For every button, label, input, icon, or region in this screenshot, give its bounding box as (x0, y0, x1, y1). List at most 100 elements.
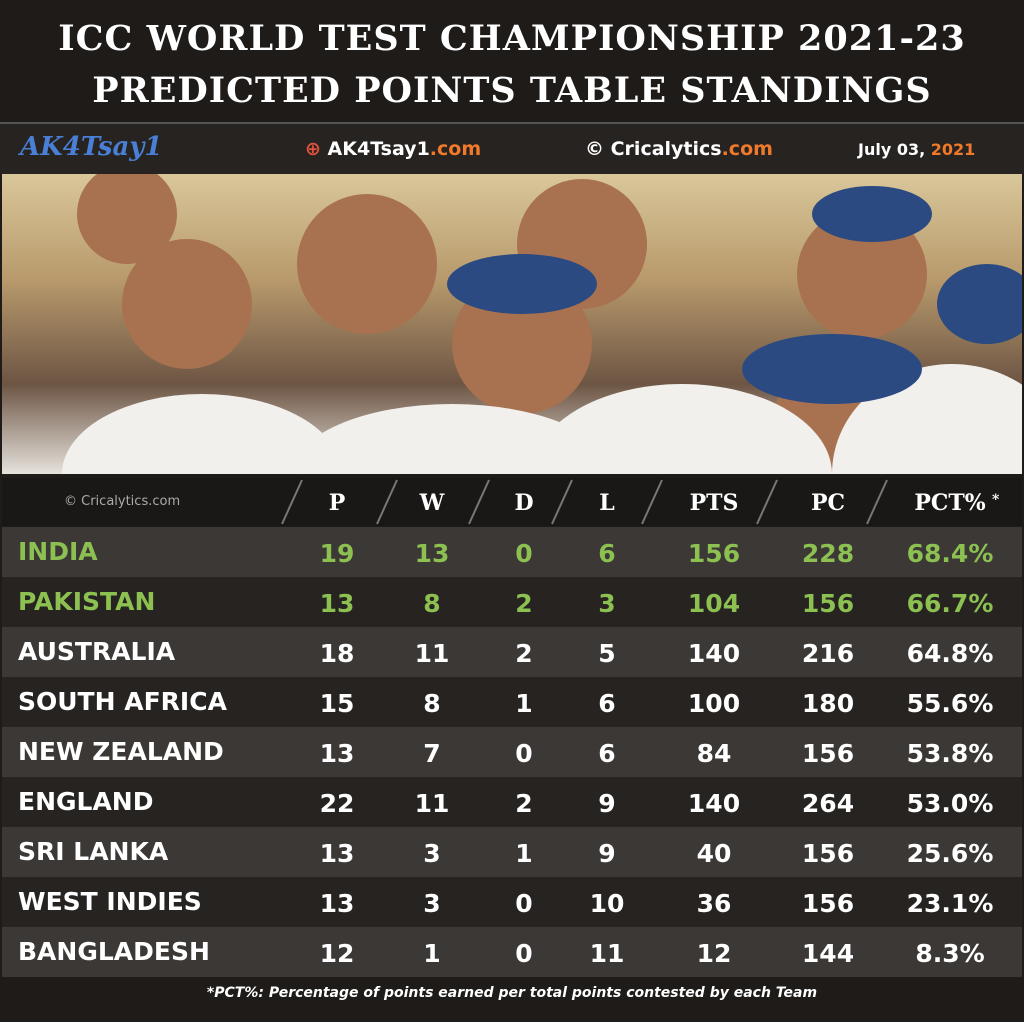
table-cell: 8.3% (915, 939, 985, 968)
table-cell: 1 (515, 689, 533, 718)
table-cell: 15 (319, 689, 355, 718)
table-row: SOUTH AFRICA 15 8 1 6 100 180 55.6% (2, 677, 1022, 727)
table-cell: 68.4% (906, 539, 994, 568)
team-name: BANGLADESH (18, 937, 210, 966)
column-header: W (419, 490, 445, 516)
credit-name: © Cricalytics (585, 138, 722, 160)
team-name: NEW ZEALAND (18, 737, 224, 766)
table-cell: 156 (801, 889, 855, 918)
table-cell: 53.0% (906, 789, 994, 818)
table-cell: 9 (598, 839, 616, 868)
team-name: AUSTRALIA (18, 637, 176, 666)
table-row: PAKISTAN 13 8 2 3 104 156 66.7% (2, 577, 1022, 627)
table-cell: 13 (319, 739, 355, 768)
table-cell: 156 (801, 589, 855, 618)
table-cell: 19 (319, 539, 355, 568)
table-cell: 0 (515, 739, 533, 768)
table-cell: 11 (589, 939, 625, 968)
column-header: PCT% (914, 490, 986, 516)
team-name: WEST INDIES (18, 887, 202, 916)
table-cell: 156 (801, 739, 855, 768)
table-cell: 10 (589, 889, 625, 918)
header-dividers (281, 479, 888, 525)
column-footnote-mark: * (992, 492, 1000, 508)
title: ICC WORLD TEST CHAMPIONSHIP 2021-23 (58, 18, 966, 59)
date-year: 2021 (930, 140, 976, 159)
credit-tld: .com (721, 138, 773, 160)
table-cell: 12 (319, 939, 355, 968)
credit: © Cricalytics.com (585, 138, 773, 160)
table-cell: 11 (414, 639, 450, 668)
table-cell: 8 (423, 689, 441, 718)
table-cell: 12 (696, 939, 732, 968)
table-cell: 216 (801, 639, 855, 668)
table-cell: 1 (515, 839, 533, 868)
table-cell: 55.6% (906, 689, 994, 718)
table-cell: 3 (423, 889, 441, 918)
table-cell: 100 (687, 689, 741, 718)
table-cell: 6 (598, 539, 616, 568)
table-cell: 13 (319, 889, 355, 918)
column-header: PTS (689, 490, 739, 516)
date: July 03, 2021 (858, 140, 975, 159)
table-row: SRI LANKA 13 3 1 9 40 156 25.6% (2, 827, 1022, 877)
logo: AK4Tsay1 (20, 132, 163, 162)
title: PREDICTED POINTS TABLE STANDINGS (92, 70, 932, 111)
table-cell: 3 (423, 839, 441, 868)
table-cell: 7 (423, 739, 441, 768)
table-row: INDIA 19 13 0 6 156 228 68.4% (2, 527, 1022, 577)
table-cell: 13 (414, 539, 450, 568)
footnote: *PCT%: Percentage of points earned per t… (206, 985, 818, 1001)
column-header: D (514, 490, 534, 516)
team-photo (2, 174, 1022, 474)
photo-illustration (62, 174, 1022, 474)
team-name: PAKISTAN (18, 587, 156, 616)
table-cell: 1 (423, 939, 441, 968)
table-cell: 8 (423, 589, 441, 618)
table-cell: 13 (319, 839, 355, 868)
table-cell: 11 (414, 789, 450, 818)
table-row: ENGLAND 22 11 2 9 140 264 53.0% (2, 777, 1022, 827)
table-cell: 18 (319, 639, 355, 668)
brand-bar: AK4Tsay1 ⊕ AK4Tsay1.com © Cricalytics.co… (0, 122, 1024, 174)
table-row: AUSTRALIA 18 11 2 5 140 216 64.8% (2, 627, 1022, 677)
table-cell: 25.6% (906, 839, 994, 868)
table-cell: 140 (687, 639, 741, 668)
column-header: P (328, 490, 346, 516)
table-cell: 22 (319, 789, 355, 818)
table-cell: 13 (319, 589, 355, 618)
table-cell: 156 (687, 539, 741, 568)
table-cell: 9 (598, 789, 616, 818)
team-name: SRI LANKA (18, 837, 169, 866)
table-cell: 64.8% (906, 639, 994, 668)
table-header: © Cricalytics.com P W D L PTS PC PCT% * (2, 478, 1022, 526)
table-cell: 3 (598, 589, 616, 618)
table-cell: 0 (515, 939, 533, 968)
table-cell: 2 (515, 789, 533, 818)
table-cell: 104 (687, 589, 741, 618)
column-header: PC (810, 490, 846, 516)
table-cell: 36 (696, 889, 732, 918)
table-cell: 156 (801, 839, 855, 868)
table-cell: 264 (801, 789, 855, 818)
table-cell: 23.1% (906, 889, 994, 918)
table-cell: 53.8% (906, 739, 994, 768)
site-name: AK4Tsay1 (327, 138, 430, 160)
watermark: © Cricalytics.com (64, 494, 181, 509)
table-cell: 40 (696, 839, 732, 868)
date-day: July 03, (858, 140, 926, 159)
team-name: INDIA (18, 537, 98, 566)
table-row: NEW ZEALAND 13 7 0 6 84 156 53.8% (2, 727, 1022, 777)
table-cell: 6 (598, 739, 616, 768)
table-cell: 180 (801, 689, 855, 718)
table-cell: 140 (687, 789, 741, 818)
table-cell: 2 (515, 639, 533, 668)
table-cell: 144 (801, 939, 855, 968)
team-name: ENGLAND (18, 787, 154, 816)
site: ⊕ AK4Tsay1.com (305, 138, 482, 160)
table-row: BANGLADESH 12 1 0 11 12 144 8.3% (2, 927, 1022, 977)
table-cell: 84 (696, 739, 732, 768)
table-cell: 5 (598, 639, 616, 668)
table-cell: 66.7% (906, 589, 994, 618)
